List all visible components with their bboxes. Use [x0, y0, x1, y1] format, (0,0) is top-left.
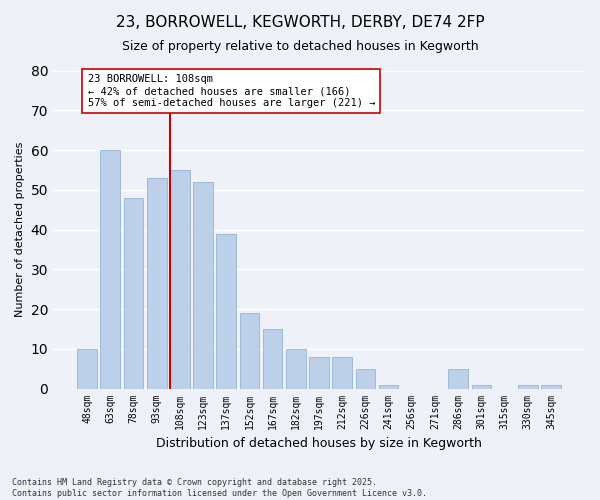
- Bar: [147, 178, 167, 388]
- Bar: [100, 150, 120, 388]
- Bar: [518, 384, 538, 388]
- Bar: [448, 368, 468, 388]
- Bar: [217, 234, 236, 388]
- Text: 23 BORROWELL: 108sqm
← 42% of detached houses are smaller (166)
57% of semi-deta: 23 BORROWELL: 108sqm ← 42% of detached h…: [88, 74, 375, 108]
- Bar: [379, 384, 398, 388]
- Bar: [472, 384, 491, 388]
- Bar: [77, 349, 97, 389]
- Bar: [263, 329, 283, 388]
- Bar: [356, 368, 375, 388]
- Text: Size of property relative to detached houses in Kegworth: Size of property relative to detached ho…: [122, 40, 478, 53]
- Bar: [541, 384, 561, 388]
- Bar: [239, 313, 259, 388]
- Bar: [309, 357, 329, 388]
- Y-axis label: Number of detached properties: Number of detached properties: [15, 142, 25, 317]
- Text: Contains HM Land Registry data © Crown copyright and database right 2025.
Contai: Contains HM Land Registry data © Crown c…: [12, 478, 427, 498]
- Bar: [193, 182, 213, 388]
- X-axis label: Distribution of detached houses by size in Kegworth: Distribution of detached houses by size …: [156, 437, 482, 450]
- Bar: [124, 198, 143, 388]
- Bar: [286, 349, 305, 389]
- Bar: [170, 170, 190, 388]
- Text: 23, BORROWELL, KEGWORTH, DERBY, DE74 2FP: 23, BORROWELL, KEGWORTH, DERBY, DE74 2FP: [116, 15, 484, 30]
- Bar: [332, 357, 352, 388]
